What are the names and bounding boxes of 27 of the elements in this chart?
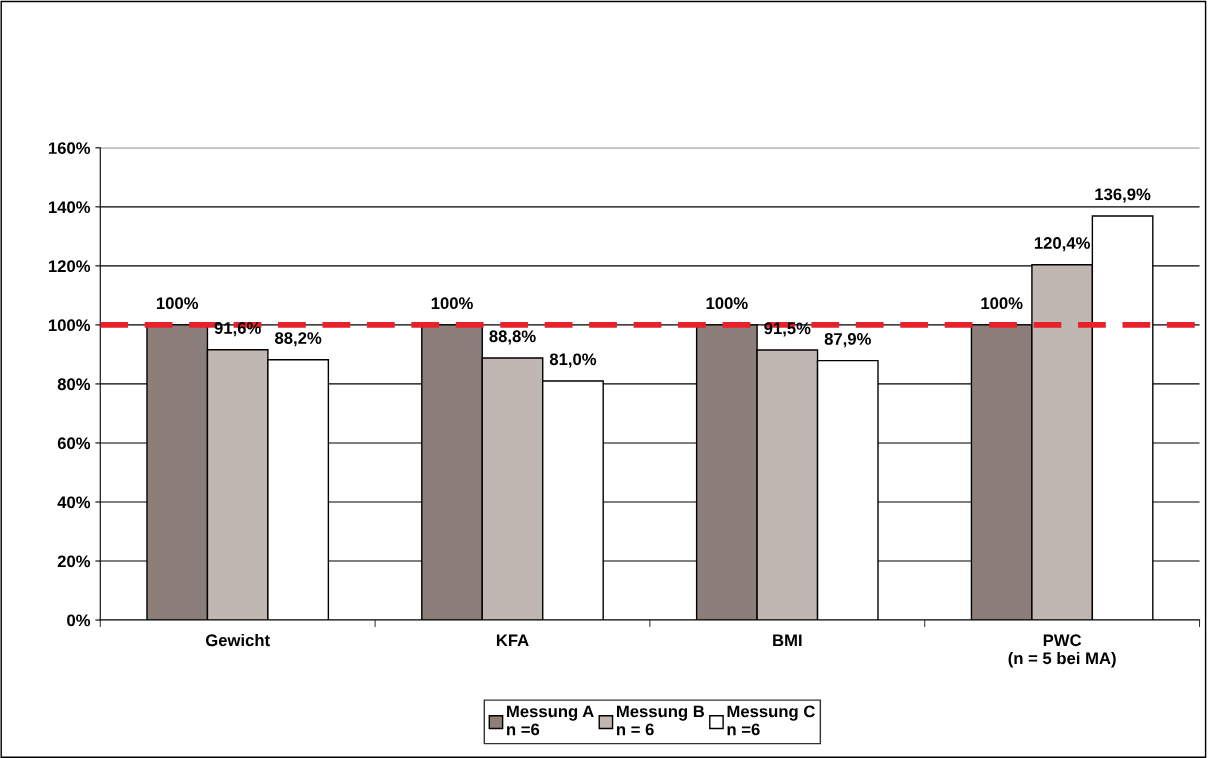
y-tick-label: 120% (48, 260, 91, 273)
y-tick-label: 20% (57, 555, 91, 568)
y-tick-label: 60% (57, 437, 91, 450)
data-label: 100% (156, 297, 199, 310)
data-label: 120,4% (1034, 237, 1090, 252)
x-tick-label: Gewicht (205, 633, 270, 647)
legend-label: Messung B n = 6 (616, 705, 705, 736)
data-label: 100% (706, 297, 748, 310)
y-tick-label: 140% (48, 201, 91, 214)
x-tick-label: BMI (773, 634, 802, 647)
data-label: 136,9% (1095, 188, 1151, 203)
y-tick-label: 40% (57, 496, 91, 509)
data-label: 91,5% (764, 322, 811, 337)
data-label: 88,2% (275, 332, 322, 347)
y-tick-label: 160% (48, 142, 91, 155)
data-label: 100% (431, 297, 473, 310)
y-tick-label: 100% (48, 319, 91, 332)
data-label: 100% (981, 297, 1023, 310)
data-label: 87,9% (824, 333, 871, 348)
y-tick-label: 0% (67, 614, 91, 627)
x-tick-label: KFA (496, 634, 529, 647)
x-tick-label: PWC (n = 5 bei MA) (1008, 634, 1116, 668)
legend-label: Messung C n =6 (727, 705, 815, 736)
data-label: 81,0% (549, 353, 597, 368)
data-label: 88,8% (489, 330, 536, 345)
y-tick-label: 80% (57, 378, 91, 391)
legend-label: Messung A n =6 (507, 705, 594, 736)
